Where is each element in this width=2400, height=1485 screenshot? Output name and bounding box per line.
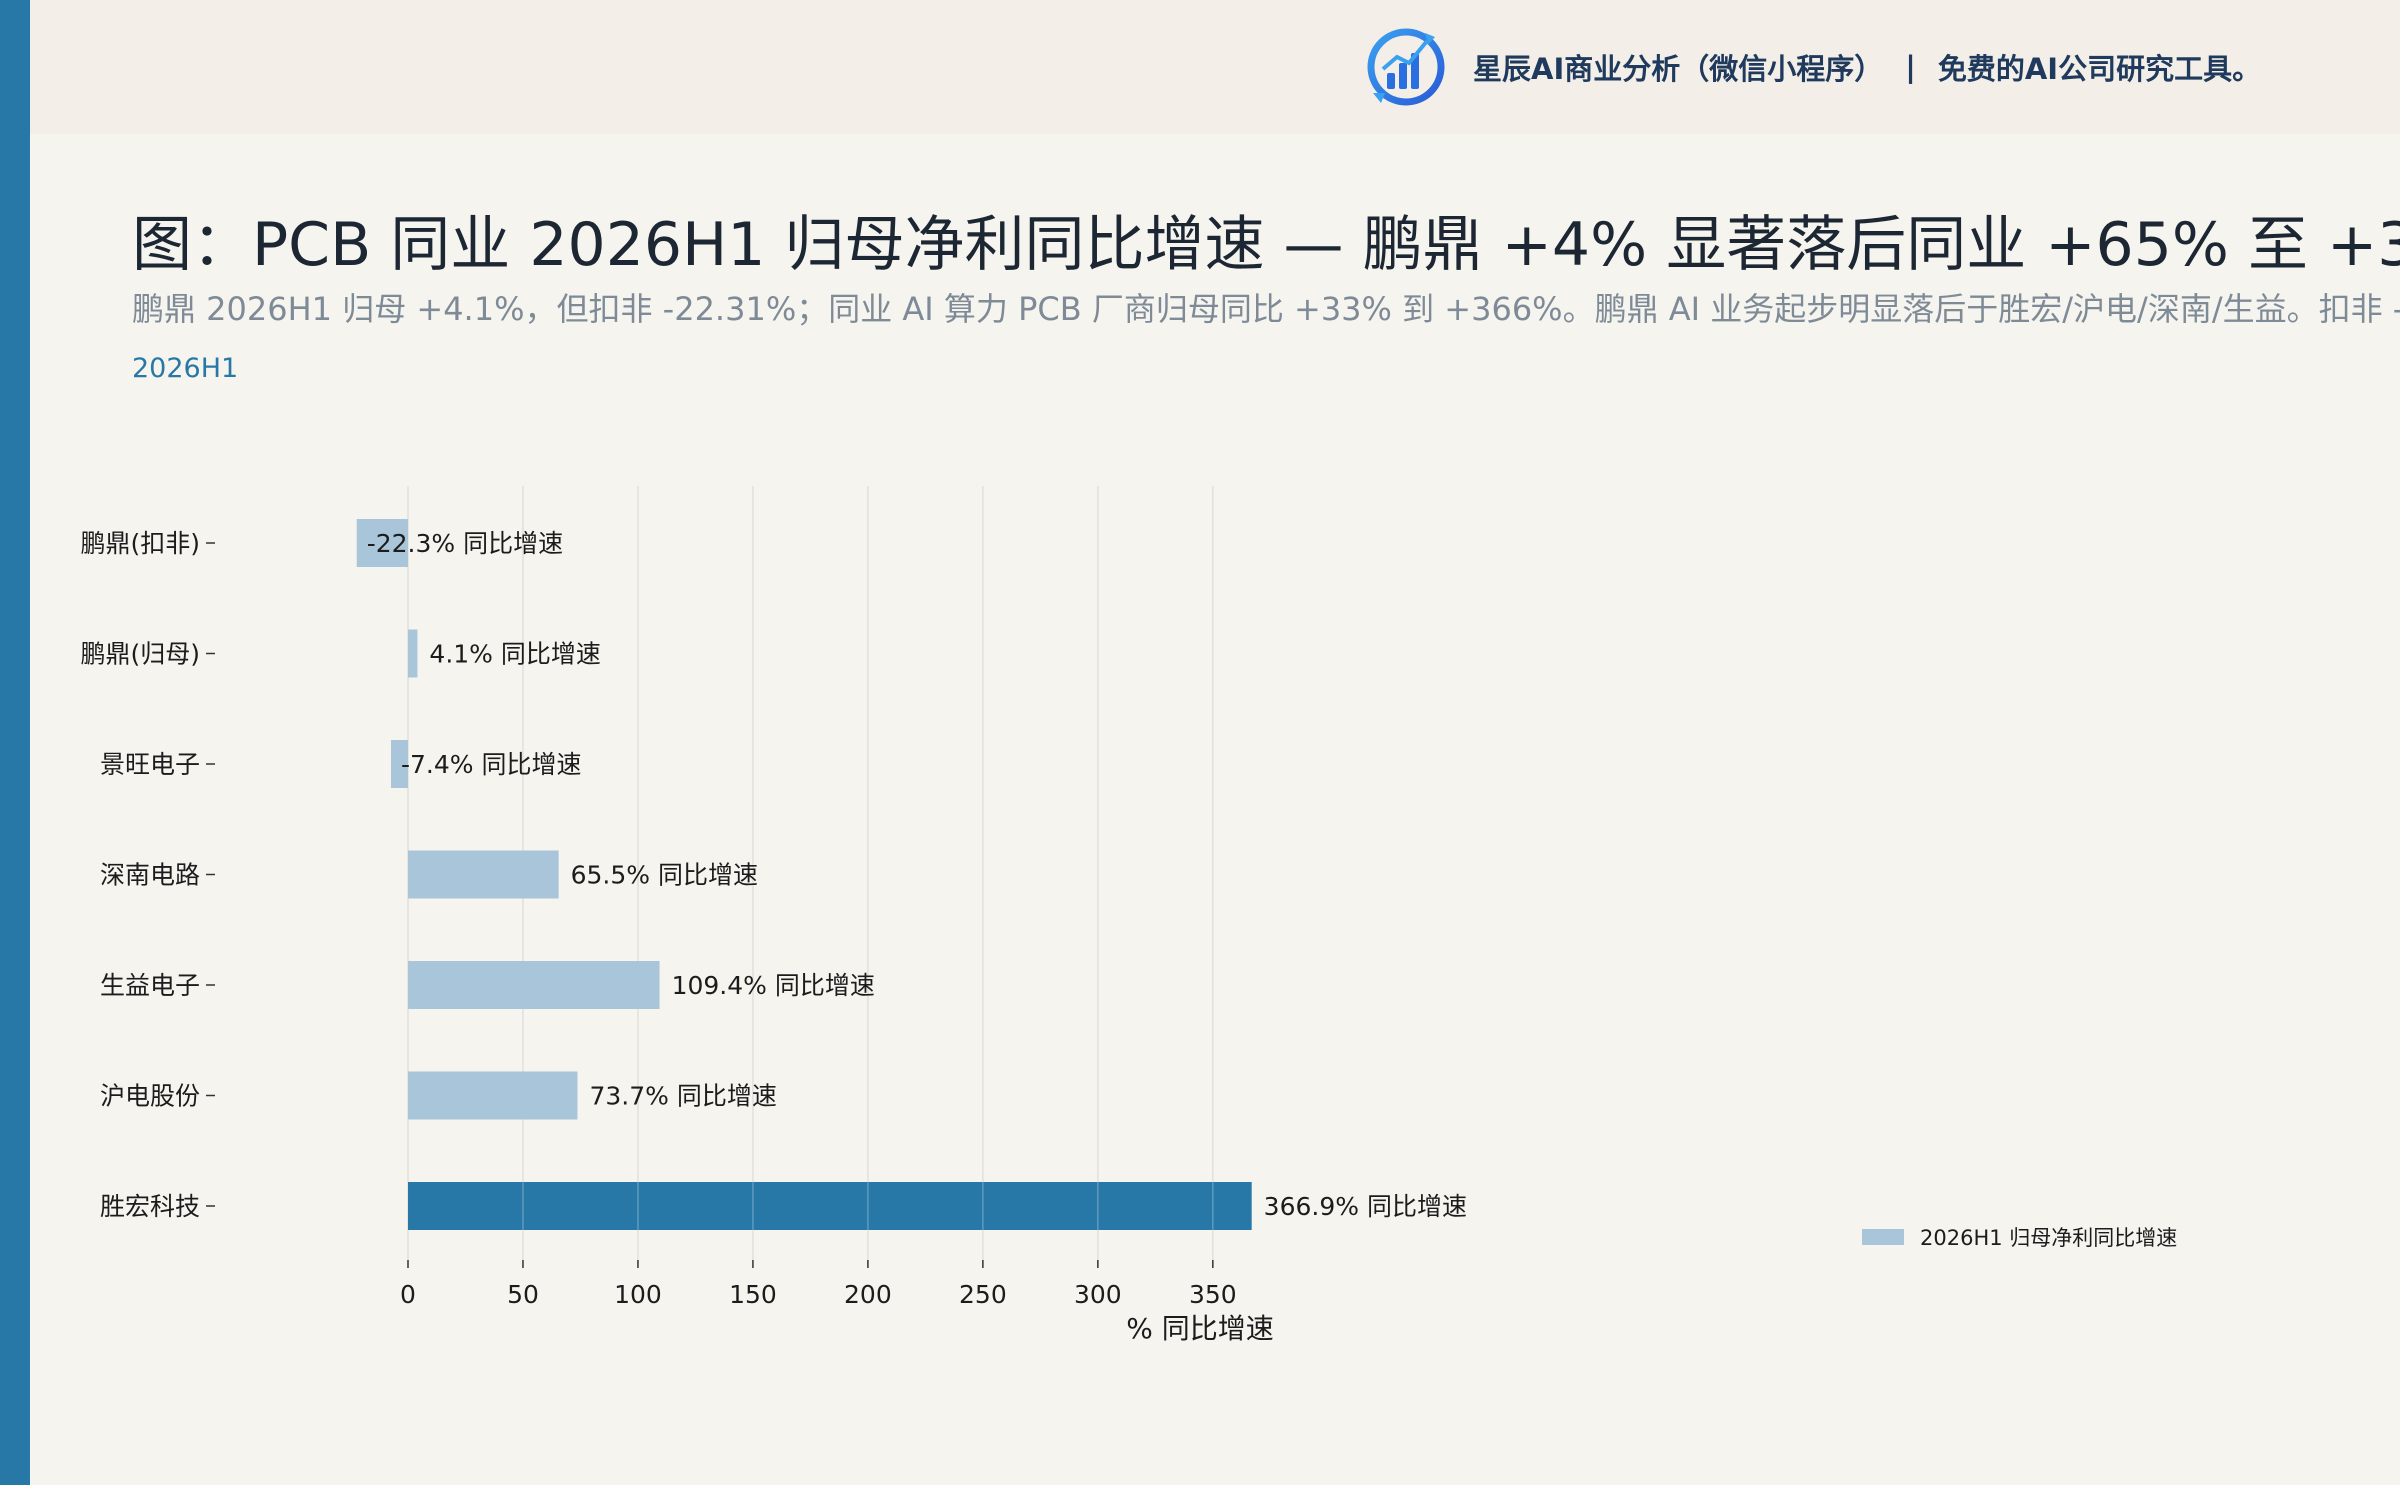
brand-name: 星辰AI商业分析（微信小程序） [1473,52,1884,86]
header-bar [30,0,2400,134]
bar [408,961,660,1009]
data-label: -22.3% 同比增速 [367,529,563,558]
bar-chart-logo-icon [1367,28,1445,106]
bar [408,1071,578,1120]
x-tick-label: 200 [844,1280,892,1309]
x-tick-label: 150 [729,1280,777,1309]
x-tick-label: 0 [400,1280,416,1309]
x-tick-label: 350 [1189,1280,1237,1309]
bar [356,519,408,567]
brand-tagline: 免费的AI公司研究工具。 [1937,52,2262,86]
chart-subtitle: 鹏鼎 2026H1 归母 +4.1%，但扣非 -22.31%；同业 AI 算力 … [132,290,2400,328]
x-tick-label: 50 [507,1280,539,1309]
brand-separator: | [1905,50,1916,84]
accent-stripe [0,0,30,1485]
data-label: 366.9% 同比增速 [1264,1192,1467,1221]
data-label: 65.5% 同比增速 [571,861,758,890]
category-label: 胜宏科技 [100,1192,200,1221]
category-label: 鹏鼎(扣非) [80,529,200,558]
data-label: 4.1% 同比增速 [429,640,600,669]
x-tick-label: 300 [1074,1280,1122,1309]
x-tick-label: 250 [959,1280,1007,1309]
bar [408,850,559,899]
data-label: 109.4% 同比增速 [672,971,875,1000]
brand-banner[interactable]: 星辰AI商业分析（微信小程序） | 免费的AI公司研究工具。 [1365,23,2261,111]
category-label: 生益电子 [100,971,200,1000]
category-label: 深南电路 [100,861,200,890]
legend-swatch [1862,1229,1904,1245]
category-label: 沪电股份 [100,1082,200,1111]
bar [390,740,408,788]
x-axis-label: % 同比增速 [1126,1312,1274,1345]
legend-label: 2026H1 归母净利同比增速 [1920,1226,2177,1250]
category-label: 鹏鼎(归母) [80,640,200,669]
chart-title: 图：PCB 同业 2026H1 归母净利同比增速 — 鹏鼎 +4% 显著落后同业… [132,210,2400,280]
period-label: 2026H1 [132,353,239,384]
data-label: 73.7% 同比增速 [589,1082,776,1111]
bar [408,629,418,678]
data-label: -7.4% 同比增速 [401,750,581,779]
bar [408,1182,1252,1230]
category-label: 景旺电子 [100,750,200,779]
x-tick-label: 100 [614,1280,662,1309]
